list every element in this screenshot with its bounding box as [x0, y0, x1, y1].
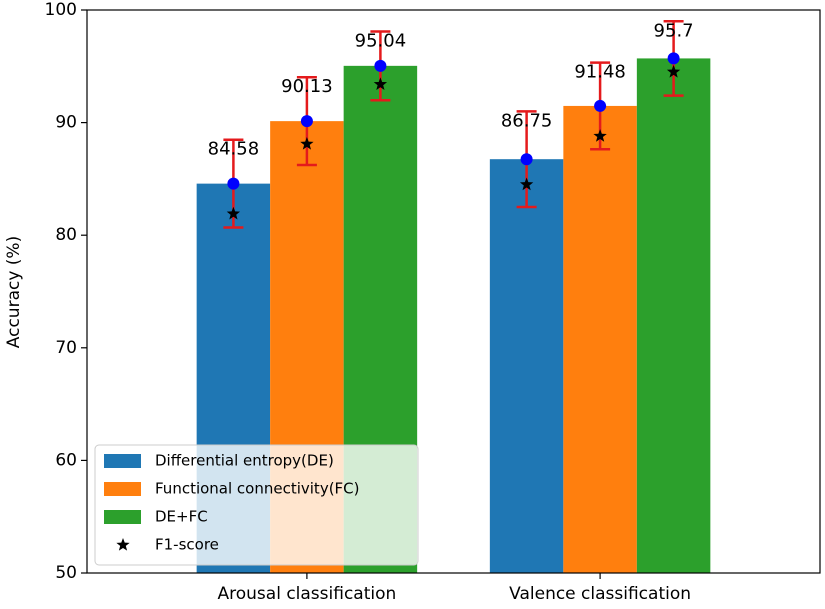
value-label: 84.58	[208, 139, 260, 160]
y-tick-label: 50	[55, 563, 77, 583]
y-tick-label: 80	[55, 225, 77, 245]
bar	[636, 58, 711, 574]
bar	[489, 159, 564, 573]
y-tick-label: 100	[45, 0, 77, 20]
value-point	[374, 59, 387, 72]
legend-frame	[94, 444, 419, 566]
legend-label: F1-score	[155, 536, 219, 554]
value-label: 90.13	[281, 76, 333, 97]
plot-frame	[86, 9, 821, 574]
value-label: 95.7	[654, 20, 694, 41]
x-tick-label: Valence classification	[509, 584, 691, 604]
f1-marker	[519, 177, 534, 191]
legend-label: Differential entropy(DE)	[155, 452, 334, 470]
legend-label: Functional connectivity(FC)	[155, 480, 360, 498]
f1-marker	[373, 77, 388, 90]
f1-marker	[300, 136, 314, 150]
legend-swatch	[104, 510, 141, 524]
y-axis-label: Accuracy (%)	[4, 236, 24, 348]
value-point	[594, 99, 607, 112]
legend-f1-marker	[116, 538, 130, 551]
legend-swatch	[104, 482, 141, 496]
value-label: 91.48	[574, 62, 626, 83]
legend-swatch	[104, 454, 141, 468]
x-tick-label: Arousal classification	[218, 584, 397, 604]
value-point	[227, 177, 240, 190]
value-label: 86.75	[501, 110, 553, 131]
value-label: 95.04	[355, 31, 407, 52]
value-point	[520, 153, 533, 166]
y-tick-label: 70	[55, 338, 77, 358]
f1-marker	[226, 206, 241, 220]
legend: Differential entropy(DE) Functional conne…	[94, 444, 419, 566]
f1-marker	[593, 129, 607, 142]
value-point	[300, 115, 313, 128]
bar	[563, 105, 637, 573]
value-point	[667, 52, 680, 65]
f1-marker	[666, 64, 681, 78]
legend-label: DE+FC	[155, 508, 208, 526]
y-tick-label: 60	[55, 450, 77, 470]
y-tick-label: 90	[55, 113, 77, 133]
